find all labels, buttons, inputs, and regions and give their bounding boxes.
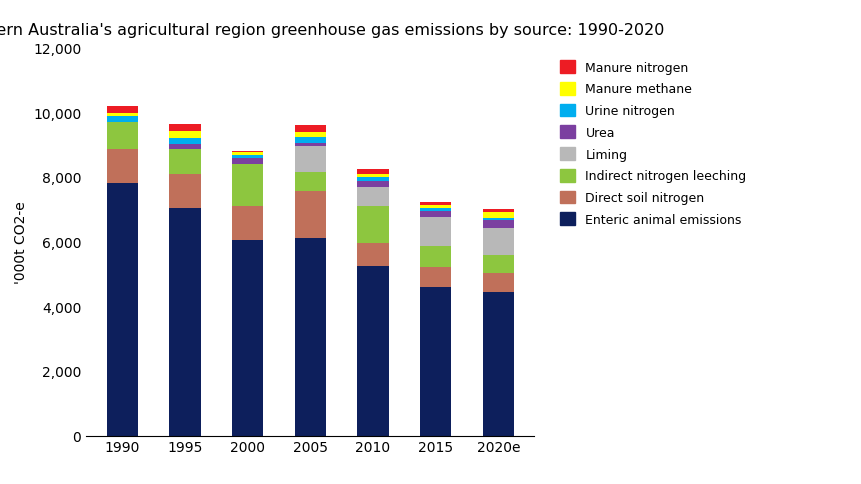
Bar [294, 173, 325, 192]
Bar [294, 132, 325, 138]
Bar [232, 207, 263, 241]
Bar [419, 202, 451, 206]
Title: Western Australia's agricultural region greenhouse gas emissions by source: 1990: Western Australia's agricultural region … [0, 23, 663, 38]
Bar [482, 221, 513, 228]
Bar [107, 184, 138, 436]
Bar [107, 122, 138, 150]
Bar [294, 144, 325, 147]
Bar [107, 107, 138, 114]
Bar [419, 267, 451, 287]
Bar [294, 239, 325, 436]
Bar [357, 170, 388, 175]
Bar [357, 175, 388, 178]
Bar [357, 266, 388, 436]
Bar [482, 212, 513, 218]
Bar [169, 125, 201, 131]
Bar [357, 187, 388, 207]
Bar [482, 273, 513, 292]
Bar [107, 117, 138, 122]
Bar [232, 153, 263, 156]
Bar [294, 192, 325, 239]
Bar [232, 165, 263, 207]
Bar [232, 156, 263, 159]
Bar [169, 131, 201, 138]
Bar [482, 256, 513, 273]
Bar [232, 241, 263, 436]
Bar [169, 174, 201, 208]
Bar [232, 159, 263, 165]
Bar [232, 151, 263, 153]
Bar [419, 212, 451, 217]
Bar [294, 147, 325, 173]
Bar [419, 217, 451, 246]
Bar [482, 228, 513, 256]
Bar [169, 144, 201, 150]
Bar [482, 218, 513, 221]
Bar [169, 208, 201, 436]
Legend: Manure nitrogen, Manure methane, Urine nitrogen, Urea, Liming, Indirect nitrogen: Manure nitrogen, Manure methane, Urine n… [554, 55, 752, 233]
Bar [357, 182, 388, 187]
Bar [419, 287, 451, 436]
Bar [357, 243, 388, 266]
Bar [419, 206, 451, 209]
Bar [419, 246, 451, 267]
Y-axis label: '000t CO2-e: '000t CO2-e [14, 201, 28, 283]
Bar [107, 150, 138, 184]
Bar [482, 292, 513, 436]
Bar [169, 150, 201, 174]
Bar [357, 207, 388, 243]
Bar [482, 210, 513, 212]
Bar [419, 209, 451, 212]
Bar [357, 178, 388, 182]
Bar [294, 126, 325, 132]
Bar [169, 138, 201, 144]
Bar [294, 138, 325, 144]
Bar [107, 114, 138, 117]
